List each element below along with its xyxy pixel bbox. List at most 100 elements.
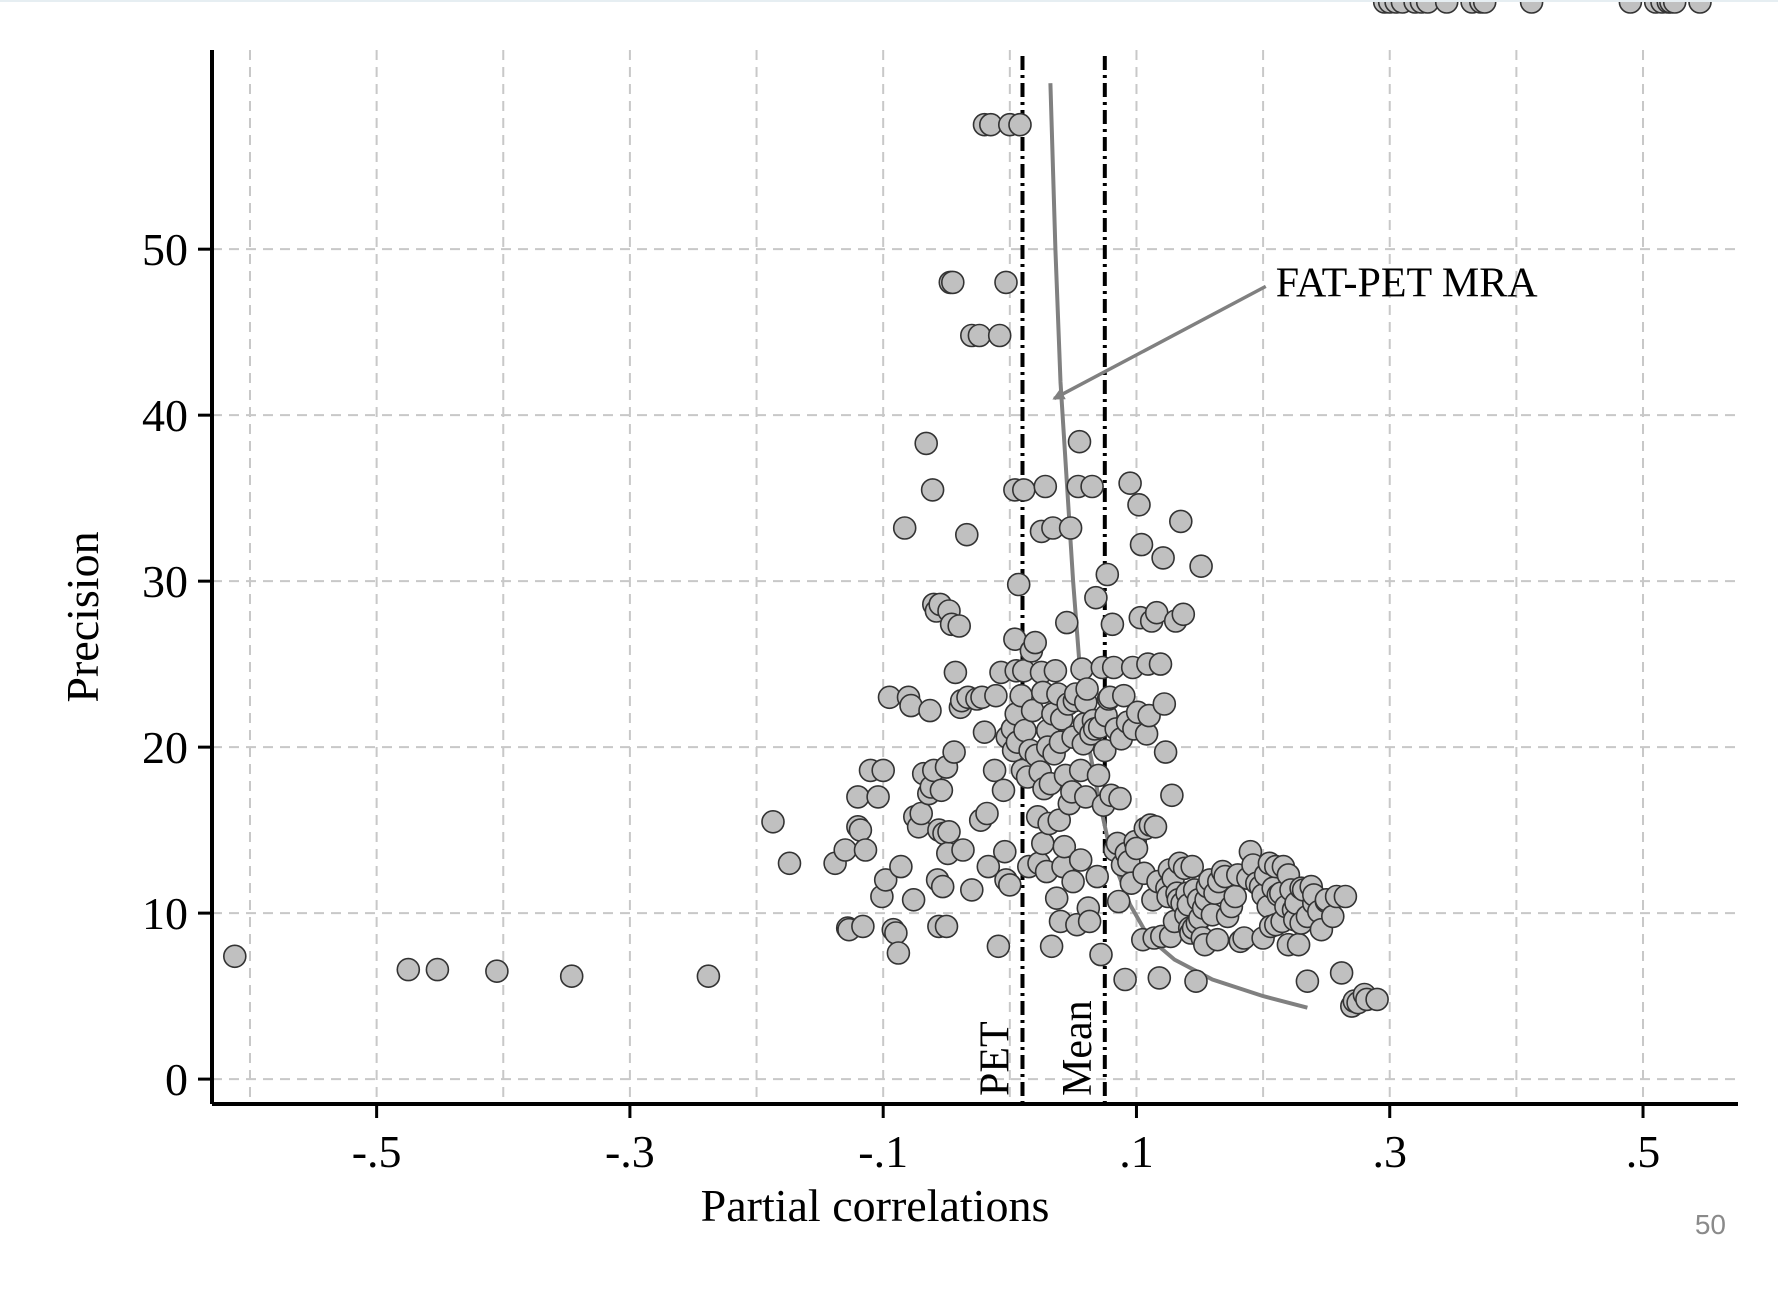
data-point [848,818,873,842]
y-tick-label: 30 [142,556,188,607]
data-point [1124,836,1149,861]
data-point [1333,884,1358,909]
data-point [997,873,1022,897]
data-point [1189,554,1213,579]
data-point [884,921,908,945]
data-point [892,516,917,540]
data-point [761,809,785,834]
data-point [929,778,954,803]
data-point [1169,509,1193,534]
data-point [972,720,997,745]
data-point [1086,763,1111,788]
data-point [1058,516,1083,540]
data-point [851,914,875,939]
data-point [1160,783,1184,808]
y-tick-label: 20 [142,722,188,773]
data-point [934,914,959,939]
data-point [937,819,961,844]
data-point [871,758,896,783]
data-point [986,934,1011,959]
data-point [1662,2,1687,14]
x-axis-title: Partial correlations [701,1180,1050,1231]
data-point [1011,478,1036,502]
data-point [1023,630,1047,655]
data-point [1070,657,1094,681]
data-point [1286,932,1311,957]
data-point [1472,2,1497,14]
data-point [223,944,247,969]
data-point [1052,834,1077,859]
data-point [1031,831,1055,856]
data-point [1434,2,1459,14]
x-tick-label: .1 [1119,1126,1154,1177]
data-point [947,614,972,638]
data-point [696,964,721,989]
data-point [984,683,1008,708]
data-point [987,323,1012,348]
data-point [954,522,979,547]
data-point [425,957,450,982]
data-point [982,758,1007,783]
data-point [1143,814,1168,839]
data-point [1067,429,1092,454]
data-point [994,270,1018,295]
data-point [1106,889,1131,914]
data-point [1068,848,1093,872]
data-point [1321,904,1345,929]
data-point [1113,967,1137,992]
data-point [1205,927,1230,952]
x-tick-label: .5 [1626,1126,1661,1177]
data-point [1180,854,1204,879]
data-point [1033,474,1058,499]
data-point [777,851,802,876]
data-point [1688,2,1712,14]
data-point [889,854,913,879]
data-point [1044,886,1069,911]
axes [198,50,1738,1118]
data-point [1329,961,1354,985]
data-point [940,270,965,295]
data-point [909,801,934,826]
data-point [1085,864,1109,889]
data-point [1152,692,1177,716]
data-point [1365,987,1389,1012]
data-point [967,323,992,348]
data-point [959,878,984,902]
data-point [1184,969,1208,994]
data-point [886,941,911,965]
data-point [873,868,898,892]
data-point [1171,602,1196,627]
x-tick-label: -.3 [605,1126,655,1177]
data-point [1039,934,1064,959]
data-point [1147,966,1172,990]
data-point [1043,658,1068,683]
data-point [1108,786,1132,811]
data-point [991,778,1016,803]
data-point [1295,969,1320,994]
data-point [1061,869,1085,894]
vline-label-mean: Mean [1055,1000,1101,1096]
data-point [918,698,942,723]
data-point [1100,612,1125,637]
data-point [951,838,975,862]
data-point [1519,2,1544,14]
data-point [833,838,858,862]
scatter-points [223,2,1712,1018]
data-point [846,785,870,809]
data-point [866,785,890,809]
data-point [1075,677,1099,701]
data-point [975,801,999,826]
data-point [930,874,955,899]
data-point [1080,474,1104,499]
annotation-arrow [1052,284,1267,401]
data-point [1129,532,1154,557]
data-point [901,887,926,912]
x-tick-label: -.5 [352,1126,402,1177]
data-point [1127,492,1151,517]
data-point [1013,718,1037,743]
data-point [1151,546,1175,570]
data-point [1006,572,1031,597]
data-point [976,854,1001,879]
